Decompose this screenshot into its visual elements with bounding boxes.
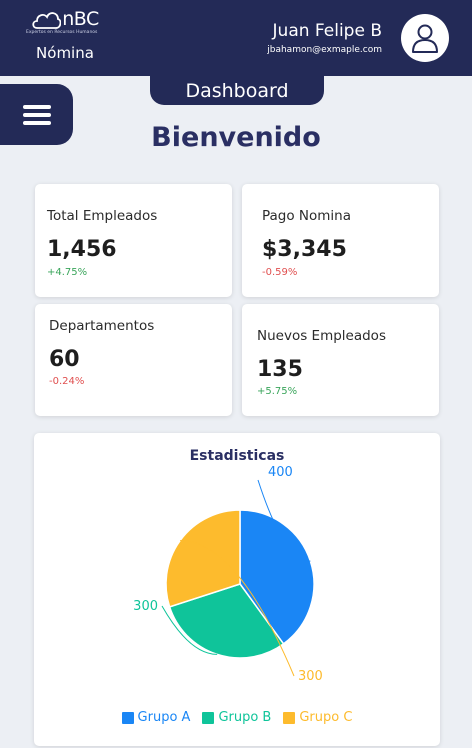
brand-name: nBC — [62, 8, 99, 30]
legend-swatch — [283, 711, 296, 724]
card-value: 60 — [49, 347, 80, 372]
data-label-leader-line — [257, 479, 311, 562]
chart-legend: Grupo A Grupo B Grupo C — [34, 710, 440, 725]
card-value: 135 — [257, 357, 303, 382]
card-change: -0.59% — [262, 267, 298, 278]
card-value: $3,345 — [262, 237, 347, 262]
legend-swatch — [202, 711, 215, 724]
legend-item-grupo-b[interactable]: Grupo B — [202, 710, 271, 725]
cloud-logo-icon — [32, 12, 62, 29]
card-pago-nomina[interactable]: Pago Nomina $3,345 -0.59% — [242, 184, 439, 297]
data-label-leader-line — [180, 540, 295, 677]
app-header: nBC Expertos en Recursos Humanos Nómina … — [0, 0, 472, 76]
user-profile-icon — [412, 24, 438, 53]
card-title: Total Empleados — [47, 208, 158, 224]
pie-slice-grupo-b[interactable] — [168, 583, 285, 659]
chart-title: Estadisticas — [189, 448, 285, 464]
user-avatar[interactable] — [401, 14, 449, 62]
welcome-heading: Bienvenido — [151, 122, 321, 153]
pie-chart: 400 300 300 — [133, 465, 323, 684]
user-email: jbahamon@exmaple.com — [267, 45, 382, 55]
card-title: Nuevos Empleados — [257, 328, 386, 344]
legend-swatch — [121, 711, 134, 724]
card-nuevos-empleados[interactable]: Nuevos Empleados 135 +5.75% — [242, 304, 439, 416]
chart-card-estadisticas: Estadisticas 400 300 300 Grupo A Grupo B Gru… — [34, 433, 440, 746]
legend-label: Grupo A — [137, 710, 191, 725]
hamburger-menu-icon — [22, 104, 51, 125]
data-label-leader-line — [161, 605, 218, 655]
card-title: Pago Nomina — [262, 208, 352, 224]
card-total-empleados[interactable]: Total Empleados 1,456 +4.75% — [35, 184, 232, 297]
legend-label: Grupo C — [299, 710, 353, 725]
tab-dashboard[interactable]: Dashboard — [150, 72, 324, 105]
module-label: Nómina — [36, 44, 94, 62]
card-value: 1,456 — [47, 237, 117, 262]
legend-item-grupo-a[interactable]: Grupo A — [121, 710, 191, 725]
card-change: -0.24% — [49, 376, 85, 387]
brand-logo[interactable]: nBC Expertos en Recursos Humanos — [22, 8, 108, 38]
pie-data-label: 300 — [133, 599, 158, 614]
card-title: Departamentos — [49, 318, 155, 334]
card-departamentos[interactable]: Departamentos 60 -0.24% — [35, 304, 232, 416]
pie-data-label: 400 — [268, 465, 293, 480]
user-name: Juan Felipe B — [272, 21, 382, 41]
menu-button[interactable] — [0, 84, 73, 145]
card-change: +5.75% — [257, 386, 298, 397]
brand-tagline: Expertos en Recursos Humanos — [26, 30, 98, 35]
legend-item-grupo-c[interactable]: Grupo C — [283, 710, 352, 725]
card-change: +4.75% — [47, 267, 88, 278]
pie-data-label: 300 — [298, 669, 323, 684]
legend-label: Grupo B — [218, 710, 272, 725]
